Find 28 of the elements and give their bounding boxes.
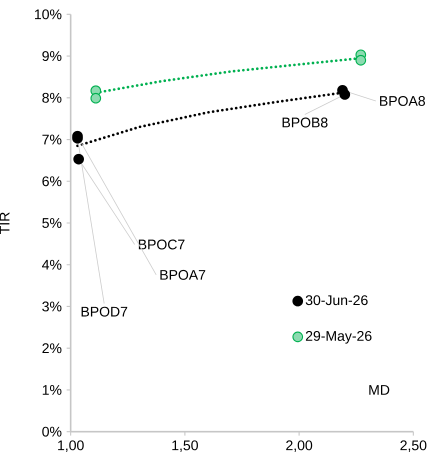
point — [90, 92, 102, 104]
annotation: BPOB8 — [282, 118, 328, 128]
y-tick-label: 0% — [42, 426, 62, 437]
point — [73, 154, 84, 164]
y-tick-label: 5% — [42, 218, 62, 228]
annotation: BPOA8 — [380, 96, 425, 106]
point — [339, 89, 350, 100]
y-tick-label: 9% — [42, 51, 62, 62]
y-tick-label: 3% — [42, 302, 62, 312]
y-tick-label: 4% — [42, 260, 62, 270]
x-tick-label: 2,00 — [286, 440, 312, 452]
x-axis-title: MD — [369, 385, 390, 395]
x-tick-label: 2,50 — [400, 440, 426, 452]
point — [355, 54, 366, 66]
y-tick-label: 6% — [42, 176, 62, 186]
y-tick-label: 7% — [42, 134, 62, 144]
x-tick-label: 1,50 — [172, 440, 198, 452]
annotation: BPOD7 — [82, 306, 128, 317]
y-tick-label: 10% — [35, 9, 62, 20]
y-axis-title: TIR — [0, 212, 10, 234]
annotation: BPOA7 — [160, 270, 206, 280]
legend-label: 29-May-26 — [306, 330, 372, 344]
y-tick-label: 8% — [42, 92, 62, 103]
y-tick-label: 2% — [42, 343, 62, 354]
y-tick-label: 1% — [42, 385, 62, 395]
legend-label: 30-Jun-26 — [306, 295, 368, 306]
annotation: BPOC7 — [138, 240, 184, 250]
x-tick-label: 1,00 — [58, 440, 84, 452]
